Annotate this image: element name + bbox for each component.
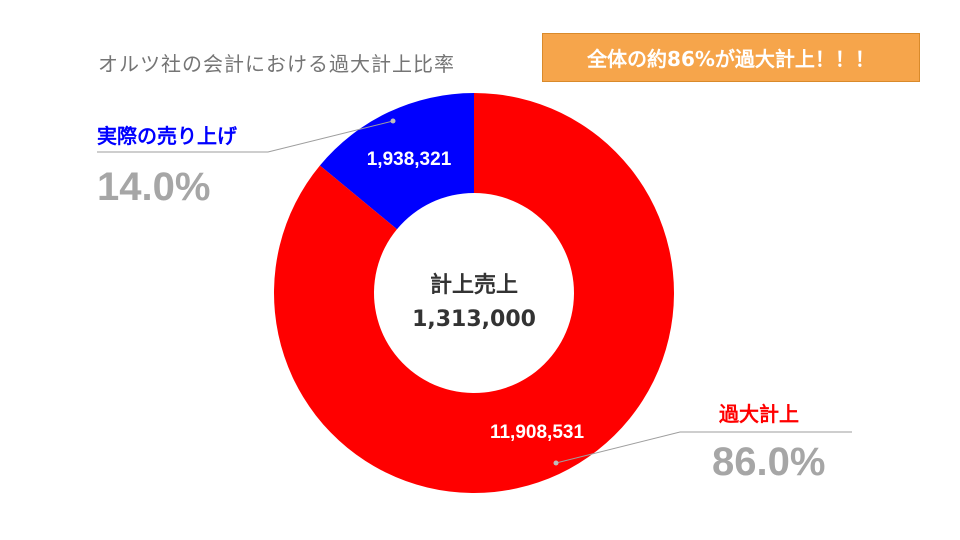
center-label: 計上売上 [430,272,518,298]
chart-title: オルツ社の会計における過大計上比率 [98,52,455,76]
center-value: 1,313,000 [412,307,536,332]
actual-slice-value: 1,938,321 [367,149,452,170]
over-slice-percent: 86.0% [712,440,826,484]
actual-leader-line-dot [390,118,396,124]
callout-banner: 全体の約86%が過大計上！！！ [542,33,920,82]
over-leader-line [555,431,852,464]
actual-leader-line [97,120,394,153]
over-slice-value: 11,908,531 [490,422,584,443]
over-slice [274,93,674,493]
over-leader-line-dot [553,460,559,466]
over-slice-label: 過大計上 [719,402,799,426]
actual-slice-percent: 14.0% [97,165,211,209]
actual-slice [319,93,474,230]
actual-slice-label: 実際の売り上げ [97,124,237,148]
